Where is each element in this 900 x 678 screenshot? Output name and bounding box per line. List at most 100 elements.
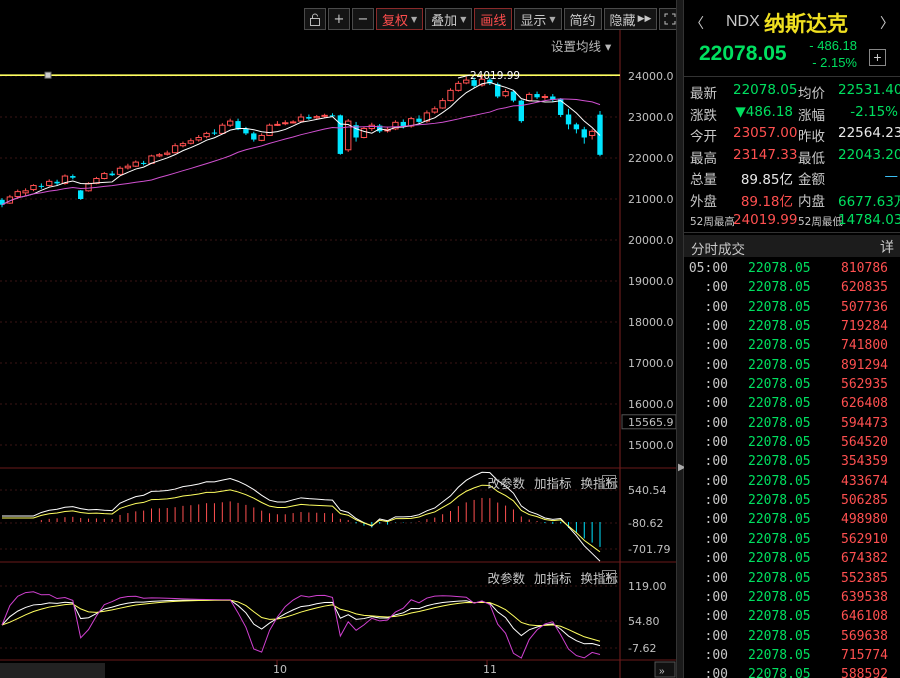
collapse-arrow-icon[interactable]: ▶ <box>678 462 686 473</box>
candle-body <box>565 114 572 125</box>
indicator1-close-icon[interactable]: ✕ <box>602 475 616 489</box>
scroll-right-button <box>654 661 676 678</box>
display-dropdown[interactable]: 显示 ▼ <box>514 8 562 30</box>
ticks-list[interactable]: 05:00 22078.05 810786:00 22078.05 620835:00 2… <box>684 259 900 678</box>
panel-divider[interactable] <box>676 0 684 678</box>
switch-indicator-link[interactable]: 换指标 <box>580 476 618 491</box>
tick-time: :00 <box>704 647 728 663</box>
quote-stat-row: 涨跌 ▼486.18 涨幅 -2.15% <box>688 103 900 125</box>
candle-body <box>581 129 587 138</box>
quote-stat-row: 今开 23057.00 昨收 22564.23 <box>688 124 900 146</box>
candle-body <box>187 140 195 144</box>
tick-row: :00 22078.05 562910 <box>684 530 900 549</box>
price-change-pct: - 2.15% <box>812 55 857 70</box>
indicator2-links: 改参数 加指标 换指标 <box>487 568 618 587</box>
quote-stat-row: 52周最高 24019.99 52周最低 14784.03 <box>688 211 900 233</box>
candle-body <box>588 130 596 136</box>
price-change: - 486.18 <box>809 38 857 53</box>
candle-body <box>171 145 179 154</box>
tick-time: :00 <box>704 551 728 567</box>
kline-chart-area[interactable]: 24000.0 23000.0 22000.0 21000.0 20000.0 19000… <box>0 0 676 678</box>
tick-price: 22078.05 <box>748 551 811 567</box>
zoom-in-button[interactable]: + <box>328 8 350 30</box>
prev-symbol-icon[interactable]: 〈 <box>690 15 704 31</box>
candle-body <box>345 120 352 151</box>
adjust-dropdown[interactable]: 复权 ▼ <box>376 8 424 30</box>
tick-price: 22078.05 <box>748 280 811 296</box>
hide-button[interactable]: 隐藏 ▶▶ <box>603 8 658 30</box>
tick-row: :00 22078.05 506285 <box>684 491 900 510</box>
stat-value: 23057.00 <box>733 125 798 142</box>
add-indicator-link[interactable]: 加指标 <box>533 476 572 491</box>
change-params-link[interactable]: 改参数 <box>487 571 525 586</box>
overlay-dropdown[interactable]: 叠加 ▼ <box>425 8 473 30</box>
simple-mode-button[interactable]: 简约 <box>563 8 602 30</box>
tick-volume: 626408 <box>841 396 888 412</box>
change-params-link[interactable]: 改参数 <box>487 476 525 491</box>
tick-price: 22078.05 <box>748 473 811 489</box>
candle-body <box>439 100 446 109</box>
quote-stat-row: 最新 22078.05 均价 22531.40 <box>688 81 900 103</box>
ma-setting-link[interactable]: 设置均线 ▾ <box>551 39 612 54</box>
chart-toolbar: + − 复权 ▼ 叠加 ▼ 画线 显示 ▼ 简约 隐藏 ▶▶ <box>304 8 676 30</box>
add-watchlist-icon[interactable]: + <box>869 49 886 66</box>
double-arrow-icon: ▶▶ <box>637 14 652 24</box>
tick-price: 22078.05 <box>748 338 811 354</box>
x-axis-tick-label: 11 <box>483 663 497 676</box>
lock-icon[interactable] <box>304 8 326 30</box>
candle-body <box>124 165 132 169</box>
candle-body <box>140 162 147 164</box>
tick-volume: 498980 <box>841 512 888 528</box>
candle-body <box>274 123 281 126</box>
next-symbol-icon[interactable]: 〉 <box>880 15 894 31</box>
tick-time: :00 <box>704 667 728 678</box>
tick-time: :00 <box>704 589 728 605</box>
tick-price: 22078.05 <box>748 299 811 315</box>
tick-time: 05:00 <box>688 261 728 276</box>
add-indicator-link[interactable]: 加指标 <box>533 571 572 586</box>
tick-time: :00 <box>704 319 728 335</box>
tick-volume: 506285 <box>841 493 888 509</box>
tick-time: :00 <box>704 609 728 625</box>
stat-value: 22531.40 <box>838 82 900 98</box>
ticks-detail-button[interactable]: 详 <box>880 240 894 256</box>
stat-label: 金额 <box>798 172 825 189</box>
candle-body <box>203 132 210 138</box>
draw-line-button[interactable]: 画线 <box>474 8 513 30</box>
stat-value: — <box>884 168 899 185</box>
stat-label: 52周最低 <box>798 215 843 228</box>
tick-row: :00 22078.05 552385 <box>684 569 900 588</box>
candle-body <box>431 108 438 113</box>
candle-body <box>487 79 493 84</box>
candle-body <box>455 82 462 91</box>
tick-row: :00 22078.05 646108 <box>684 607 900 626</box>
candle-body <box>22 190 29 194</box>
candle-body <box>313 116 320 119</box>
stat-value: 23147.33 <box>733 146 798 163</box>
candle-body <box>416 118 422 122</box>
fullscreen-icon[interactable] <box>659 8 676 30</box>
tick-row: :00 22078.05 562935 <box>684 375 900 394</box>
stat-value: 6677.63万 <box>838 193 900 210</box>
switch-indicator-link[interactable]: 换指标 <box>580 571 618 586</box>
stat-value: 22078.05 <box>733 82 798 98</box>
tick-volume: 507736 <box>841 299 888 315</box>
zoom-out-button[interactable]: − <box>352 8 374 30</box>
kline-chart[interactable]: 24000.0 23000.0 22000.0 21000.0 20000.0 19000… <box>0 0 676 678</box>
tick-price: 22078.05 <box>748 628 811 644</box>
candle-body <box>360 127 368 138</box>
moving-average-line <box>1 81 601 206</box>
tick-volume: 715774 <box>841 647 888 663</box>
quote-stat-row: 总量 89.85亿 金额 — <box>688 167 900 189</box>
stat-value: 89.18亿 <box>740 193 793 210</box>
indicator2-close-icon[interactable]: ✕ <box>602 570 616 584</box>
d-line <box>1 599 601 642</box>
stat-value: 14784.03 <box>838 211 900 228</box>
chevron-down-icon: ▼ <box>549 14 556 24</box>
candle-body <box>502 91 509 97</box>
candle-body <box>423 112 431 122</box>
tick-price: 22078.05 <box>748 396 811 412</box>
adjust-label: 复权 <box>382 13 409 29</box>
candle-body <box>235 121 241 130</box>
